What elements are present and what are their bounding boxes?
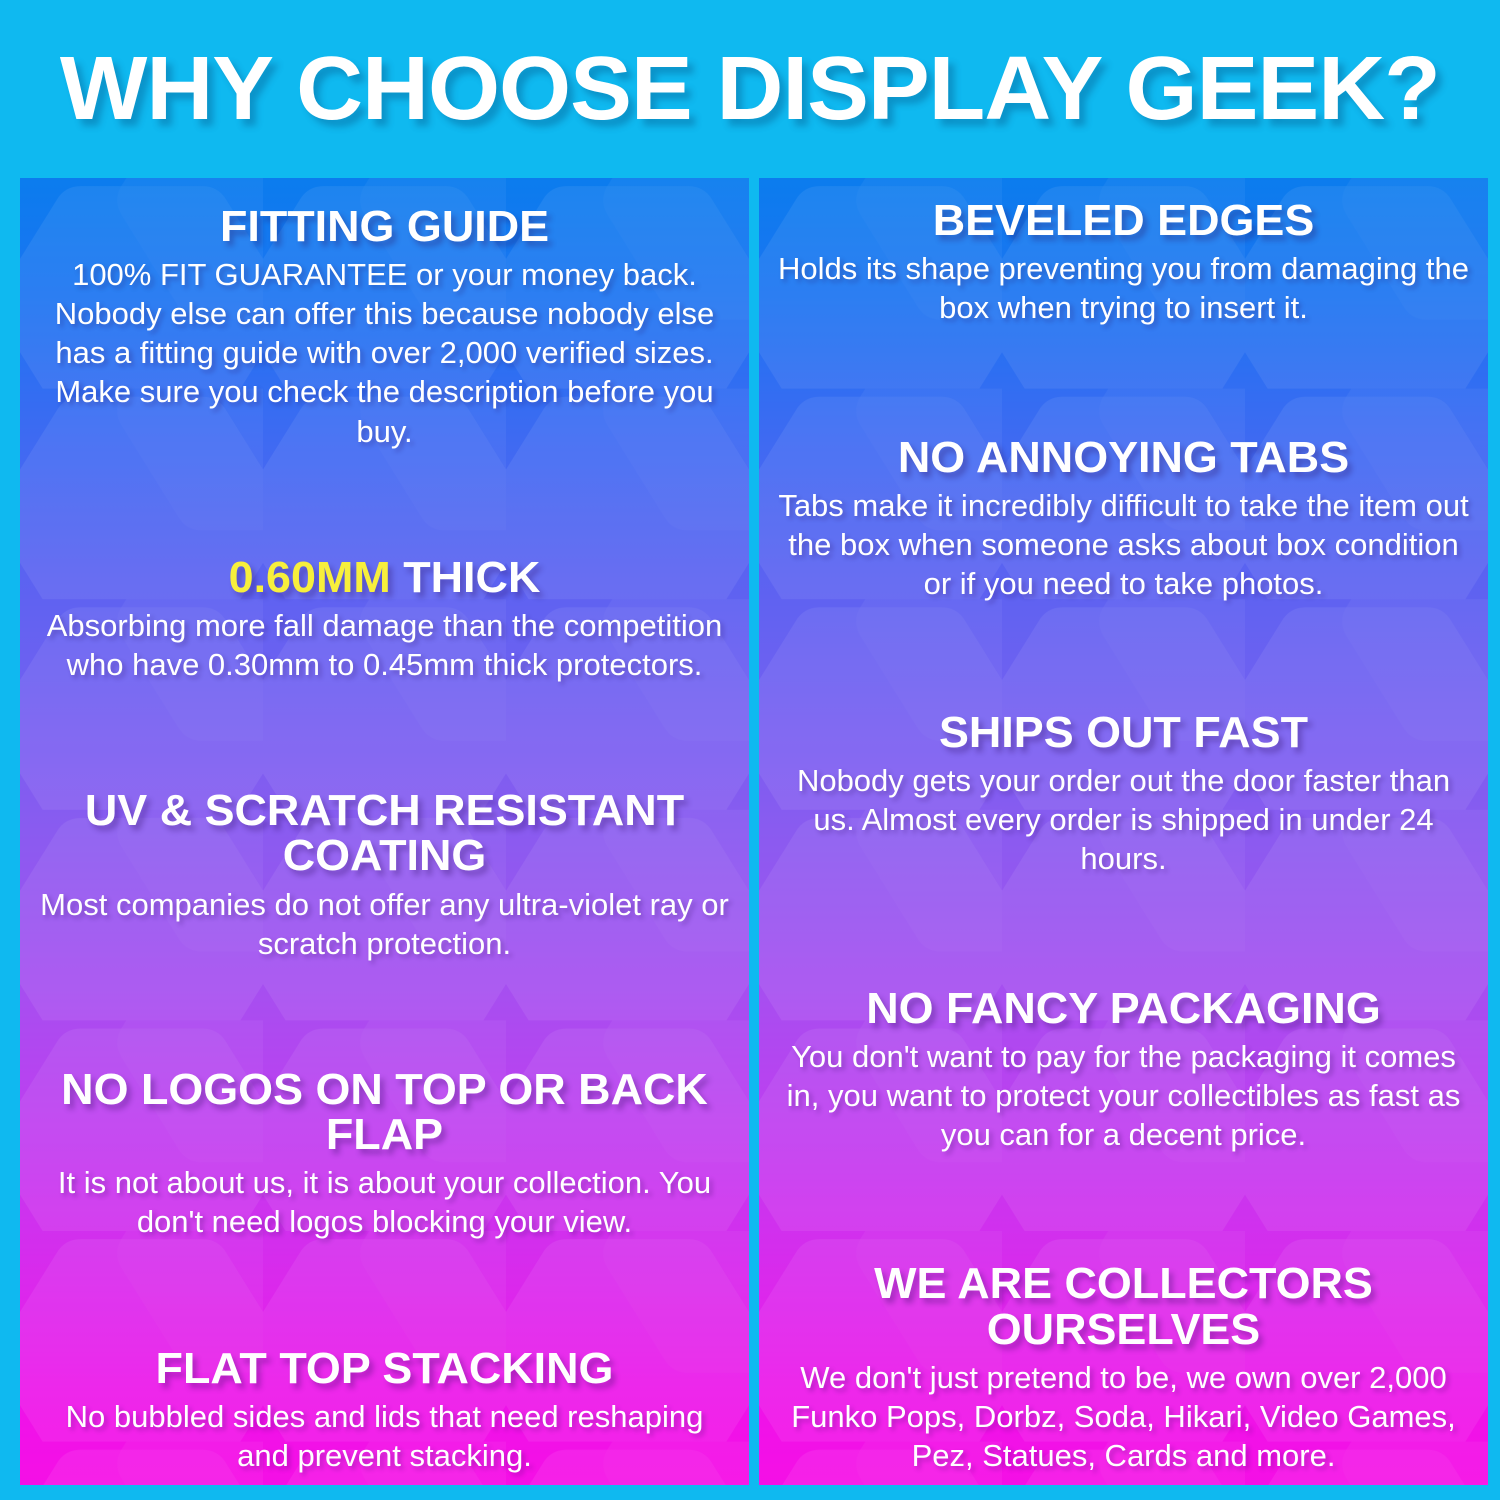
feature-title: NO ANNOYING TABS [897, 432, 1350, 482]
feature-beveled-edges: BEVELED EDGES Holds its shape preventing… [777, 198, 1470, 327]
feature-body: Most companies do not offer any ultra-vi… [40, 886, 729, 961]
left-column-content: FITTING GUIDE 100% FIT GUARANTEE or your… [38, 204, 731, 1475]
feature-body: Holds its shape preventing you from dama… [777, 251, 1469, 326]
page-title: WHY CHOOSE DISPLAY GEEK? [60, 39, 1441, 139]
feature-title: BEVELED EDGES [932, 196, 1315, 245]
feature-no-annoying-tabs: NO ANNOYING TABS Tabs make it incredibly… [777, 434, 1470, 603]
feature-title-rest: THICK [390, 552, 541, 602]
feature-body: No bubbled sides and lids that need resh… [65, 1398, 704, 1473]
feature-title: NO LOGOS ON TOP OR BACK FLAP [61, 1064, 708, 1160]
feature-columns: FITTING GUIDE 100% FIT GUARANTEE or your… [0, 178, 1500, 1500]
feature-ships-out-fast: SHIPS OUT FAST Nobody gets your order ou… [777, 710, 1470, 878]
feature-title: SHIPS OUT FAST [938, 708, 1309, 758]
feature-title: FITTING GUIDE [219, 202, 550, 251]
feature-body: Nobody gets your order out the door fast… [796, 763, 1451, 877]
feature-title: UV & SCRATCH RESISTANT COATING [84, 786, 685, 881]
feature-title: FLAT TOP STACKING [155, 1343, 614, 1393]
feature-body: It is not about us, it is about your col… [57, 1165, 712, 1240]
left-feature-panel: FITTING GUIDE 100% FIT GUARANTEE or your… [20, 178, 749, 1485]
feature-body: You don't want to pay for the packaging … [786, 1038, 1461, 1153]
feature-no-fancy-packaging: NO FANCY PACKAGING You don't want to pay… [777, 985, 1470, 1154]
feature-body: Tabs make it incredibly difficult to tak… [778, 487, 1469, 601]
feature-flat-top-stacking: FLAT TOP STACKING No bubbled sides and l… [38, 1345, 731, 1475]
feature-title: NO FANCY PACKAGING [866, 983, 1381, 1033]
right-feature-panel: BEVELED EDGES Holds its shape preventing… [759, 178, 1488, 1485]
feature-body: Absorbing more fall damage than the comp… [46, 607, 723, 682]
feature-body: 100% FIT GUARANTEE or your money back. N… [54, 257, 715, 449]
feature-title-highlight: 0.60MM [228, 552, 391, 602]
right-column-content: BEVELED EDGES Holds its shape preventing… [777, 198, 1470, 1475]
feature-uv-scratch-coating: UV & SCRATCH RESISTANT COATING Most comp… [38, 788, 731, 963]
feature-no-logos: NO LOGOS ON TOP OR BACK FLAP It is not a… [38, 1067, 731, 1242]
poster-header: WHY CHOOSE DISPLAY GEEK? [0, 0, 1500, 178]
feature-title: WE ARE COLLECTORS OURSELVES [874, 1259, 1373, 1354]
feature-we-are-collectors: WE ARE COLLECTORS OURSELVES We don't jus… [777, 1261, 1470, 1475]
feature-title: 0.60MM THICK [31, 552, 738, 602]
feature-body: We don't just pretend to be, we own over… [791, 1359, 1456, 1473]
feature-fitting-guide: FITTING GUIDE 100% FIT GUARANTEE or your… [38, 204, 731, 451]
feature-thickness: 0.60MM THICK Absorbing more fall damage … [38, 554, 731, 684]
